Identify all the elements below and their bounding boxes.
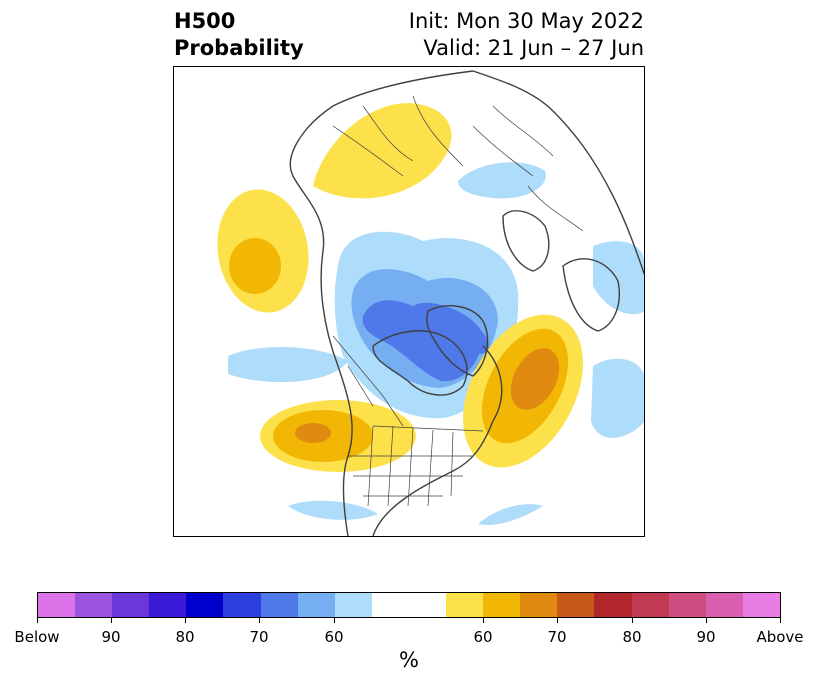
probability-map — [173, 66, 645, 537]
anomaly-scandinavia-below — [458, 162, 546, 199]
colorbar — [37, 592, 781, 618]
colorbar-tick-label: 90 — [696, 628, 716, 646]
colorbar-segment — [334, 593, 372, 617]
anomaly-north-pacific-below — [228, 346, 348, 383]
anomaly-gulf-of-alaska-above — [217, 189, 309, 313]
colorbar-label: % — [399, 648, 419, 672]
colorbar-segment — [371, 593, 447, 617]
title-variable: H500 — [174, 9, 236, 33]
colorbar-segment — [186, 593, 224, 617]
country-borders — [332, 95, 584, 507]
init-date: Init: Mon 30 May 2022 — [408, 9, 644, 33]
colorbar-tick-mark — [37, 618, 38, 623]
colorbar-segment — [260, 593, 298, 617]
colorbar-segment — [483, 593, 521, 617]
colorbar-tick-mark — [259, 618, 260, 623]
colorbar-tick-mark — [483, 618, 484, 623]
anomaly-us-above — [260, 400, 416, 472]
colorbar-segment — [38, 593, 76, 617]
colorbar-tick-label: 80 — [622, 628, 642, 646]
colorbar-tick-label: Above — [756, 628, 804, 646]
colorbar-segment — [520, 593, 558, 617]
colorbar-tick-label: 70 — [547, 628, 567, 646]
colorbar-tick-mark — [111, 618, 112, 623]
colorbar-segment — [446, 593, 484, 617]
colorbar-segment — [594, 593, 632, 617]
colorbar-segment — [631, 593, 669, 617]
colorbar-segment — [705, 593, 743, 617]
colorbar-segment — [557, 593, 595, 617]
colorbar-tick-mark — [334, 618, 335, 623]
colorbar-segment — [742, 593, 780, 617]
colorbar-segment — [668, 593, 706, 617]
colorbar-tick-label: 60 — [324, 628, 344, 646]
anomaly-south-below — [288, 500, 543, 525]
colorbar-tick-mark — [185, 618, 186, 623]
colorbar-segment — [223, 593, 261, 617]
anomaly-siberia-above — [313, 103, 452, 199]
colorbar-tick-mark — [557, 618, 558, 623]
colorbar-segment — [112, 593, 150, 617]
anomaly-atlantic-above — [463, 314, 583, 468]
colorbar-tick-mark — [632, 618, 633, 623]
colorbar-segment — [75, 593, 113, 617]
colorbar-tick-mark — [780, 618, 781, 623]
valid-range: Valid: 21 Jun – 27 Jun — [423, 36, 644, 60]
colorbar-tick-mark — [706, 618, 707, 623]
colorbar-tick-label: 60 — [473, 628, 493, 646]
colorbar-segment — [297, 593, 335, 617]
colorbar-tick-label: Below — [14, 628, 60, 646]
anomaly-europe-below — [591, 241, 645, 438]
anomaly-arctic-below — [334, 231, 519, 419]
colorbar-segment — [149, 593, 187, 617]
colorbar-tick-label: 80 — [175, 628, 195, 646]
title-right: Init: Mon 30 May 2022 Valid: 21 Jun – 27… — [409, 8, 644, 62]
title-product: Probability — [174, 36, 304, 60]
title-left: H500 Probability — [174, 8, 304, 62]
colorbar-tick-label: 90 — [101, 628, 121, 646]
colorbar-tick-label: 70 — [249, 628, 269, 646]
